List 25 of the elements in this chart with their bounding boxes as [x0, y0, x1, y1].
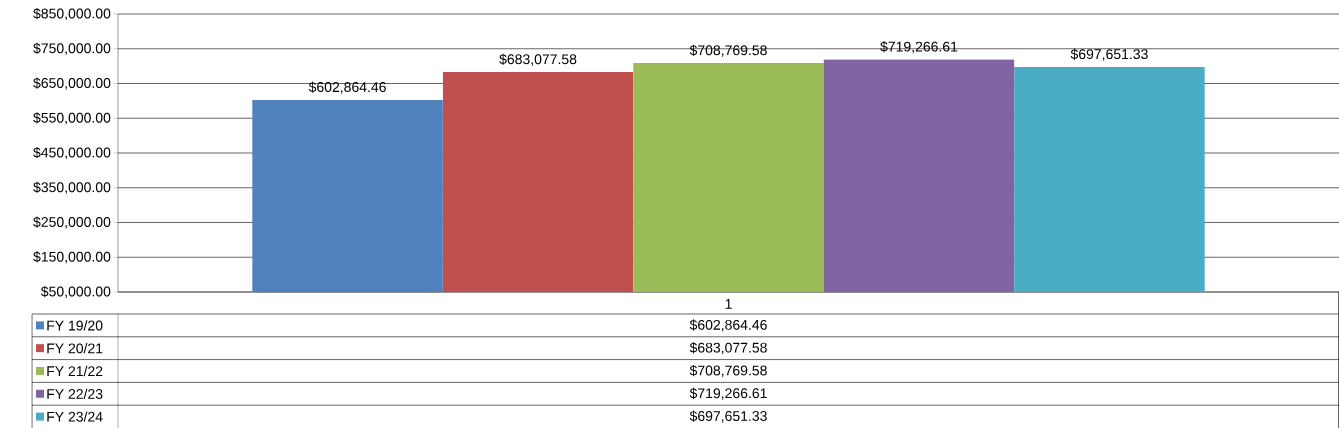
y-tick-label: $850,000.00 [33, 7, 111, 21]
data-label: $683,077.58 [499, 53, 577, 66]
data-label: $708,769.58 [689, 44, 767, 57]
y-tick-label: $750,000.00 [33, 42, 111, 55]
legend-label: FY 21/22 [47, 365, 103, 377]
y-tick-label: $650,000.00 [33, 77, 111, 90]
y-tick-label: $550,000.00 [33, 112, 111, 125]
y-tick-label: $250,000.00 [33, 216, 111, 229]
y-tick-label: $50,000.00 [40, 285, 111, 299]
x-tick-label: 1 [725, 299, 732, 309]
data-label: $719,266.61 [880, 41, 958, 54]
text: $602,864.46 [689, 319, 767, 332]
y-tick-label: $350,000.00 [33, 181, 111, 194]
y-tick-label: $150,000.00 [33, 251, 111, 264]
text: $683,077.58 [689, 342, 767, 355]
text: $697,651.33 [689, 410, 767, 423]
legend-label: FY 19/20 [47, 320, 103, 331]
data-label: $697,651.33 [1070, 48, 1148, 61]
legend-label: FY 22/23 [47, 388, 103, 399]
text: $719,266.61 [689, 387, 767, 400]
legend-label: FY 23/24 [47, 411, 103, 422]
text: $708,769.58 [689, 364, 767, 378]
data-label: $602,864.46 [308, 81, 386, 94]
legend-label: FY 20/21 [47, 343, 103, 354]
y-tick-label: $450,000.00 [33, 146, 111, 160]
